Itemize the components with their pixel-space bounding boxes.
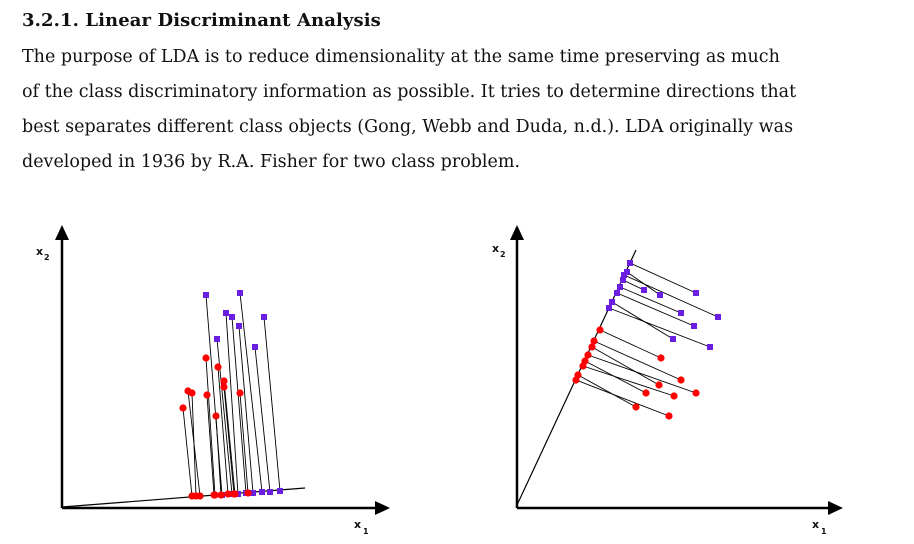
projection-drops	[182, 292, 281, 497]
y-axis-arrow-icon	[55, 225, 69, 240]
body-paragraph: The purpose of LDA is to reduce dimensio…	[22, 40, 902, 180]
x-axis-label-subscript: 1	[363, 527, 369, 536]
x-axis-label: x	[812, 518, 819, 531]
class-red-points	[179, 354, 252, 500]
section-heading: 3.2.1. Linear Discriminant Analysis	[22, 10, 381, 31]
left-projection-plot: x 2 x 1	[36, 225, 390, 536]
class-blue-points	[606, 260, 721, 350]
paragraph-line: of the class discriminatory information …	[22, 82, 797, 102]
right-projection-plot: x 2 x 1	[492, 225, 843, 536]
x-axis-arrow-icon	[828, 501, 843, 515]
projection-drops	[575, 262, 719, 417]
x-axis-label-subscript: 1	[821, 527, 827, 536]
y-axis-label: x	[492, 242, 499, 255]
x-axis-arrow-icon	[375, 501, 390, 515]
class-red-points	[572, 326, 700, 420]
y-axis-label: x	[36, 245, 43, 258]
x-axis-label: x	[354, 518, 361, 531]
paragraph-line: best separates different class objects (…	[22, 117, 794, 137]
paragraph-line: The purpose of LDA is to reduce dimensio…	[22, 47, 780, 67]
y-axis-label-subscript: 2	[500, 250, 506, 259]
paragraph-line: developed in 1936 by R.A. Fisher for two…	[22, 152, 521, 172]
y-axis-label-subscript: 2	[44, 253, 50, 262]
y-axis-arrow-icon	[510, 225, 524, 240]
lda-projection-figure: x 2 x 1	[36, 225, 843, 536]
